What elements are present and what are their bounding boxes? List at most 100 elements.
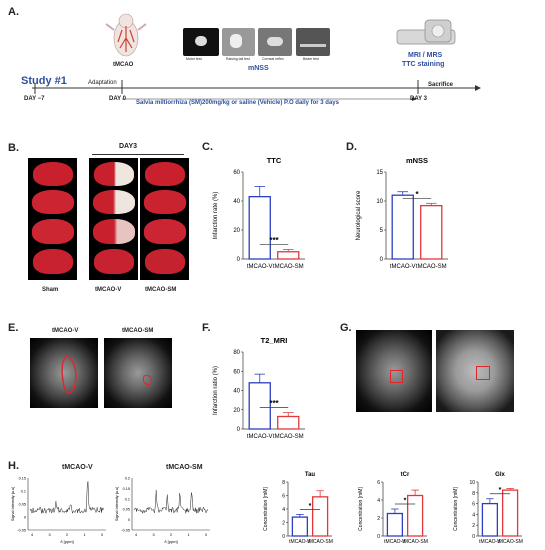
y-tick-label: 0.1 <box>21 490 26 494</box>
chart-f: T2_MRI 0 20 40 60 80 Infarction ratio (%) tMCAO… <box>213 336 305 440</box>
y-axis-label: Concentration [mM] <box>453 487 459 531</box>
day-minus7: DAY −7 <box>24 96 45 102</box>
y-axis-label: Concentration [mM] <box>263 487 269 531</box>
bar <box>311 496 329 537</box>
x-tick-label: 3 <box>48 533 50 537</box>
y-axis-label: Infarction ratio (%) <box>213 366 219 415</box>
bar <box>420 204 443 260</box>
x-tick-label: 4 <box>31 533 33 537</box>
chart-glx: Glx 0 2 4 6 8 10 Concentration [mM] tMCAO-VtMCAO… <box>453 472 523 545</box>
chart-tcr: tCr 0 2 4 6 Concentration [mM] tMCAO-VtMCAO-SM… <box>358 472 428 545</box>
timeline <box>32 80 481 101</box>
chart-c: TTC 0 20 40 60 Infarction rate (%) tMCAO-V tMCA… <box>213 156 305 270</box>
y-tick-label: 20 <box>233 408 240 414</box>
test-label-beam: Beam test <box>303 57 319 61</box>
y-axis-label: Signal Intensity [a.u] <box>11 487 15 521</box>
beam-test-photo <box>296 28 330 56</box>
significance-label: * <box>404 498 407 505</box>
panel-b-letter: B. <box>8 142 19 154</box>
y-tick-label: 4 <box>377 498 380 504</box>
mri-mrs-label: MRI / MRS <box>408 52 443 59</box>
y-tick-label: 6 <box>472 502 475 508</box>
significance-label: * <box>499 487 502 494</box>
significance-label: * <box>309 503 312 510</box>
spectrum-trace <box>133 489 209 515</box>
y-tick-label: 0.1 <box>125 497 130 501</box>
y-axis-label: Concentration [mM] <box>358 487 364 531</box>
panel-g-letter: G. <box>340 322 352 334</box>
corneal-reflex-photo <box>258 28 292 56</box>
x-tick-label: 2 <box>170 533 172 537</box>
bar <box>391 194 414 260</box>
bar <box>248 382 271 430</box>
y-axis-label: Signal Intensity [a.u] <box>115 487 119 521</box>
x-axis-label: δ [ppm] <box>60 539 73 544</box>
y-tick-label: 0.05 <box>123 508 130 512</box>
y-tick-label: 0.15 <box>123 487 130 491</box>
test-label-tail: Raising tail test <box>226 57 250 61</box>
y-tick-label: 5 <box>380 228 384 234</box>
chart-title: tCr <box>401 472 410 478</box>
y-tick-label: 80 <box>233 350 240 356</box>
x-tick-label: tMCAO-SM <box>402 539 428 545</box>
x-tick-label: tMCAO-SM <box>416 264 447 270</box>
x-tick-label: 4 <box>135 533 137 537</box>
chart-title: TTC <box>267 156 282 165</box>
y-tick-label: 0 <box>472 534 475 540</box>
x-tick-label: tMCAO-SM <box>307 539 333 545</box>
panel-a-letter: A. <box>8 6 19 18</box>
spectrum-v: 0.15 0.1 0.05 0 -0.05 4 3 2 1 0 δ [ppm] Signal Inte… <box>11 477 106 544</box>
mri-voxel-coronal <box>356 330 432 412</box>
mri-sm-title: tMCAO-SM <box>122 328 154 334</box>
y-tick-label: 2 <box>472 523 475 529</box>
panel-c-letter: C. <box>202 141 213 153</box>
panel-h-letter: H. <box>8 460 19 472</box>
y-tick-label: 0 <box>237 257 241 263</box>
motor-test-photo <box>183 28 219 56</box>
mri-image-tmcao-sm <box>104 338 172 408</box>
bar <box>481 502 499 537</box>
study-label: Study #1 <box>21 75 67 87</box>
mri-voxel-axial <box>436 330 514 412</box>
bar <box>277 415 300 430</box>
sacrifice-label: Sacrifice <box>428 82 454 88</box>
y-tick-label: 20 <box>233 228 240 234</box>
y-tick-label: 2 <box>377 516 380 522</box>
panel-e-letter: E. <box>8 322 19 334</box>
mri-image-tmcao-v <box>30 338 98 408</box>
raising-tail-photo <box>222 28 255 56</box>
chart-title: T2_MRI <box>261 336 288 345</box>
y-tick-label: 0 <box>380 257 384 263</box>
bar <box>501 489 519 537</box>
spectrum-trace <box>29 481 104 515</box>
sham-label: Sham <box>42 287 59 293</box>
y-axis-label: Neurological score <box>356 190 362 240</box>
y-tick-label: 0.2 <box>125 477 130 481</box>
x-tick-label: 1 <box>83 533 85 537</box>
y-tick-label: 60 <box>233 170 240 176</box>
significance-label: * <box>415 190 419 199</box>
mri-machine-icon <box>396 19 456 45</box>
panel-f-letter: F. <box>202 322 211 334</box>
y-tick-label: 0.15 <box>19 477 26 481</box>
y-tick-label: 10 <box>376 199 383 205</box>
x-tick-label: tMCAO-V <box>479 539 501 545</box>
bar <box>406 494 424 537</box>
day3: DAY 3 <box>410 96 428 102</box>
x-tick-label: tMCAO-V <box>247 264 273 270</box>
y-tick-label: 60 <box>233 369 240 375</box>
chart-tau: Tau 0 2 4 6 8 Concentration [mM] tMCAO-VtMCAO-S… <box>263 472 333 545</box>
chart-d: mNSS 0 5 10 15 Neurological score tMCAO-V tMCAO… <box>356 156 448 270</box>
y-tick-label: 8 <box>472 491 475 497</box>
sham-brain-column <box>28 158 77 280</box>
panel-d-letter: D. <box>346 141 357 153</box>
x-tick-label: tMCAO-V <box>289 539 311 545</box>
mri-v-title: tMCAO-V <box>52 328 79 334</box>
x-tick-label: 3 <box>152 533 154 537</box>
y-tick-label: 0 <box>377 534 380 540</box>
y-tick-label: -0.05 <box>121 529 130 533</box>
y-tick-label: 0.05 <box>19 503 26 507</box>
y-tick-label: 4 <box>472 512 475 518</box>
y-tick-label: 6 <box>377 480 380 486</box>
significance-label: *** <box>269 236 279 245</box>
